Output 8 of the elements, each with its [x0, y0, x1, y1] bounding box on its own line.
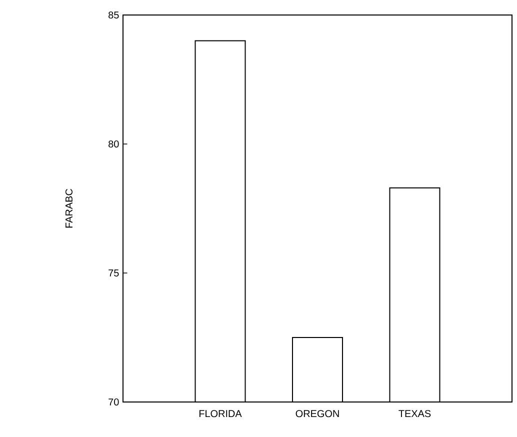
x-tick-label: FLORIDA — [199, 410, 242, 418]
y-tick-label: 75 — [108, 270, 119, 276]
x-tick-label: OREGON — [296, 410, 339, 418]
y-axis-title: FARABC — [65, 188, 72, 228]
y-tick-label: 80 — [108, 140, 119, 148]
y-tick-label: 70 — [108, 398, 119, 406]
x-tick-label: TEXAS — [398, 410, 431, 418]
y-tick-label: 85 — [108, 11, 119, 19]
